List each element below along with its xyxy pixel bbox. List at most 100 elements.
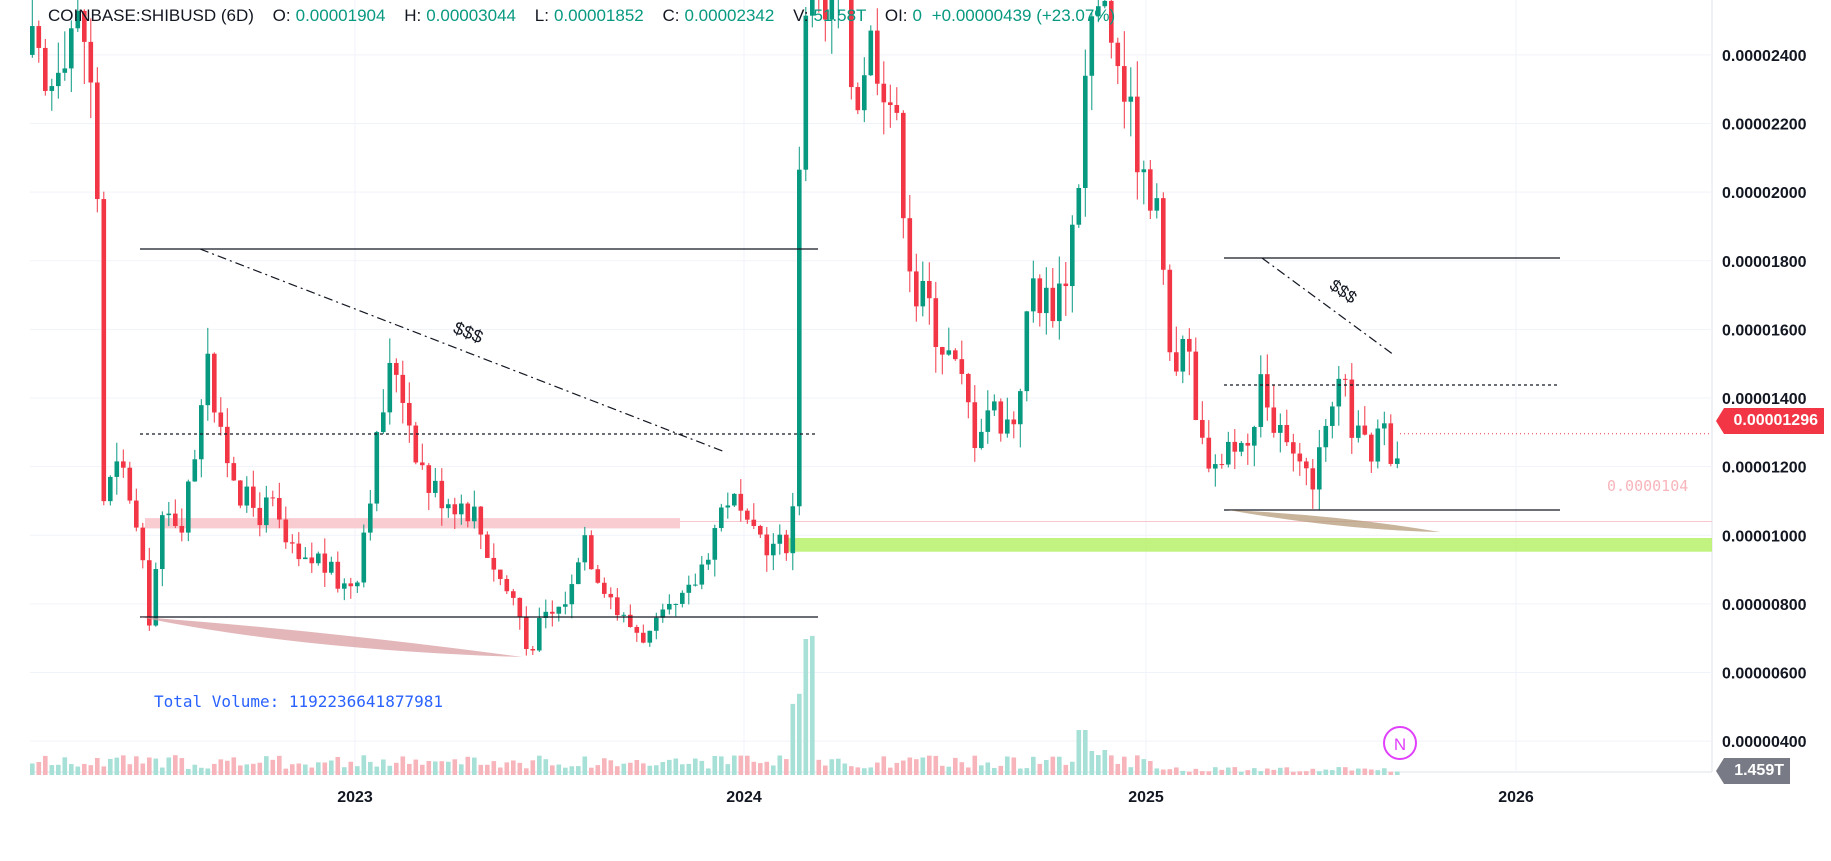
volume-bar: [1252, 768, 1257, 775]
candle-body: [1193, 351, 1199, 420]
candle-body: [1291, 442, 1296, 454]
volume-bar: [199, 767, 204, 775]
volume-bar: [309, 767, 315, 775]
volume-bar: [589, 767, 594, 775]
candle-body: [1063, 283, 1069, 287]
volume-bar: [381, 759, 386, 775]
candle-body: [1349, 379, 1355, 438]
candle-body: [381, 412, 386, 433]
last-volume-badge: 1.459T: [1716, 758, 1790, 784]
volume-bar: [446, 761, 451, 775]
candle-body: [1050, 287, 1056, 322]
volume-bar: [1271, 769, 1277, 775]
volume-bar: [452, 759, 458, 775]
volume-bar: [95, 757, 100, 775]
volume-bar: [855, 767, 861, 775]
candle-body: [322, 553, 328, 573]
candle-body: [270, 497, 276, 499]
volume-bar: [1284, 767, 1290, 775]
candle-body: [582, 535, 588, 563]
candle-body: [62, 68, 68, 73]
candle-body: [862, 75, 867, 111]
volume-bar: [400, 756, 406, 775]
volume-bar: [1122, 756, 1127, 775]
volume-bar: [127, 764, 133, 775]
candle-body: [511, 591, 516, 598]
candle-body: [1388, 423, 1394, 464]
candle-body: [205, 353, 211, 406]
candle-body: [244, 486, 250, 506]
candle-body: [283, 519, 289, 543]
candle-body: [1148, 169, 1153, 211]
candle-body: [537, 617, 542, 651]
volume-bar: [413, 759, 419, 775]
legend-open-label: O:: [272, 6, 291, 25]
volume-bar: [699, 760, 705, 775]
candle-body: [459, 503, 464, 515]
candle-body: [966, 373, 971, 403]
candle-body: [192, 459, 198, 482]
volume-bar: [368, 761, 373, 775]
candle-body: [1070, 224, 1075, 287]
left-descending-trendline: [199, 248, 726, 453]
candle-body: [719, 507, 724, 529]
candle-body: [1317, 447, 1322, 490]
volume-bar: [1083, 730, 1088, 775]
volume-bar: [1102, 750, 1108, 775]
volume-bar: [88, 765, 94, 775]
candle-body: [485, 534, 490, 558]
candle-body: [621, 614, 627, 616]
volume-bar: [459, 764, 464, 775]
volume-bar: [1388, 771, 1394, 775]
candle-body: [36, 26, 42, 48]
candle-body: [647, 630, 653, 643]
candle-body: [82, 10, 87, 42]
candle-body: [1018, 391, 1023, 425]
news-indicator-icon[interactable]: N: [1383, 726, 1417, 760]
volume-bar: [517, 762, 523, 775]
candle-body: [95, 82, 100, 200]
volume-bar: [114, 757, 120, 775]
volume-bar: [569, 766, 575, 775]
candle-body: [56, 72, 61, 87]
volume-bar: [888, 767, 893, 775]
candle-body: [1057, 283, 1062, 322]
legend-high-label: H:: [404, 6, 422, 25]
candle-body: [1037, 278, 1043, 314]
candle-body: [1167, 269, 1173, 353]
legend-change: +0.00000439 (+23.07%): [931, 6, 1116, 25]
volume-bar: [426, 761, 432, 775]
volume-bar: [1317, 771, 1322, 775]
candle-body: [550, 611, 555, 614]
volume-bar: [218, 759, 224, 775]
candle-body: [881, 83, 887, 103]
left-triangle-text: $$$: [451, 318, 486, 348]
volume-bar: [257, 762, 263, 775]
volume-bar: [465, 756, 471, 775]
candle-body: [88, 41, 94, 83]
volume-bar: [985, 762, 991, 775]
candle-body: [1265, 374, 1270, 408]
volume-bar: [1291, 771, 1296, 775]
volume-bar: [439, 761, 445, 775]
volume-bar: [1037, 763, 1043, 775]
candle-body: [1141, 169, 1147, 173]
candle-body: [231, 463, 237, 481]
y-tick-label: 0.00002200: [1722, 117, 1807, 134]
candle-body: [1011, 419, 1017, 425]
volume-bar: [244, 764, 250, 775]
volume-bar: [1362, 768, 1368, 775]
candle-body: [706, 559, 711, 565]
y-tick-label: 0.00002000: [1722, 185, 1807, 202]
volume-bar: [816, 759, 822, 775]
candle-body: [147, 560, 152, 626]
candle-body: [1382, 423, 1387, 429]
volume-bar: [543, 759, 549, 775]
volume-bar: [491, 761, 497, 775]
volume-bar: [316, 762, 321, 775]
candle-body: [387, 362, 393, 413]
volume-bar: [1050, 756, 1056, 775]
candle-body: [1102, 0, 1108, 7]
volume-bar: [927, 755, 932, 775]
